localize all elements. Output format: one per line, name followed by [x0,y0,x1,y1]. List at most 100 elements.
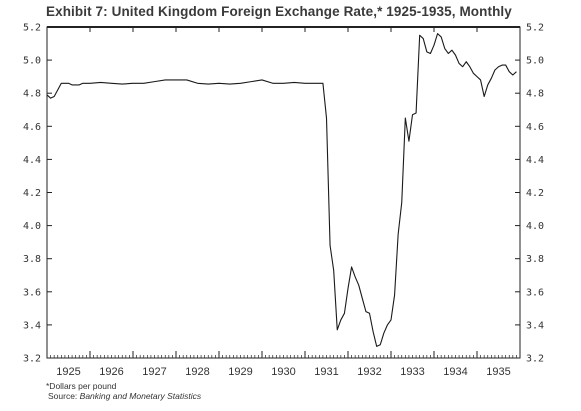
y-tick-label-right: 5.2 [526,23,544,34]
x-year-label: 1930 [271,366,295,378]
y-tick-label-left: 4.8 [23,89,41,100]
data-point [426,51,427,52]
x-year-label: 1929 [228,366,252,378]
x-year-label: 1932 [357,366,381,378]
data-point [71,84,72,85]
y-tick-label-right: 4.8 [526,89,544,100]
data-point [197,83,198,84]
data-point [229,83,230,84]
y-tick-label-left: 5.0 [23,56,41,67]
data-point [480,79,481,80]
plot-frame-rect [46,26,521,359]
x-year-label: 1934 [443,366,467,378]
data-point [89,83,90,84]
plot-frame [46,26,521,359]
data-point [54,96,55,97]
data-point [387,324,388,325]
series-line [46,33,517,347]
data-point [437,33,438,34]
series-line-group [46,33,517,347]
data-point [433,45,434,46]
data-point [473,73,474,74]
data-point [455,55,456,56]
y-tick-label-left: 4.4 [23,155,41,166]
data-point [491,78,492,79]
data-point [100,82,101,83]
x-axis-ticks: 1925 1926 1927 1928 1929 1930 1931 1932 1933 1934… [46,27,521,378]
x-year-label: 1927 [142,366,166,378]
data-point [218,83,219,84]
y-tick-label-right: 5.0 [526,56,544,67]
data-point [315,83,316,84]
data-point [61,83,62,84]
y-axis-ticks: 3.2 3.2 3.4 3.4 3.6 3.6 3.8 3.8 4.0 4.0 4.2 4.2 4.4 4… [23,23,544,365]
data-point [79,84,80,85]
data-point [344,313,345,314]
data-point [82,83,83,84]
y-tick-label-right: 4.6 [526,122,544,133]
y-tick-label-right: 3.4 [526,320,544,331]
data-point [304,83,305,84]
data-point [186,79,187,80]
data-point [326,117,327,118]
y-tick-label-right: 3.2 [526,354,544,365]
data-point [369,313,370,314]
source-prefix: Source: [48,391,80,401]
data-point [132,83,133,84]
data-point [337,329,338,330]
data-point [380,344,381,345]
data-point [329,245,330,246]
footnote: *Dollars per pound [46,381,117,391]
chart-title: Exhibit 7: United Kingdom Foreign Exchan… [46,4,512,19]
data-point [430,53,431,54]
data-point [322,83,323,84]
data-point [444,48,445,49]
data-point [86,83,87,84]
y-tick-label-right: 4.2 [526,188,544,199]
data-point [261,79,262,80]
x-year-label: 1933 [400,366,424,378]
data-point [512,74,513,75]
y-tick-label-left: 4.0 [23,221,41,232]
data-point [451,50,452,51]
data-point [372,331,373,332]
data-point [469,66,470,67]
data-point [340,319,341,320]
y-tick-label-left: 4.6 [23,122,41,133]
source-note: Source: Banking and Monetary Statistics [48,391,201,401]
data-point [251,81,252,82]
data-point [154,81,155,82]
data-point [294,82,295,83]
y-tick-label-right: 4.4 [526,155,544,166]
data-point [64,83,65,84]
data-point [466,61,467,62]
data-point [283,83,284,84]
data-point [46,94,47,95]
data-point [415,112,416,113]
data-point [476,76,477,77]
data-point [165,79,166,80]
y-tick-label-right: 3.8 [526,254,544,265]
y-tick-label-left: 3.6 [23,287,41,298]
data-point [365,311,366,312]
data-point [494,69,495,70]
x-year-label: 1931 [314,366,338,378]
data-point [398,233,399,234]
data-point [390,319,391,320]
source-name: Banking and Monetary Statistics [79,391,202,401]
data-point [351,266,352,267]
y-tick-label-left: 4.2 [23,188,41,199]
x-year-label: 1928 [185,366,209,378]
data-point [516,71,517,72]
data-point [333,270,334,271]
data-point [347,288,348,289]
y-tick-label-left: 3.8 [23,254,41,265]
y-tick-label-left: 5.2 [23,23,41,34]
data-point [122,83,123,84]
data-point [57,89,58,90]
y-tick-label-left: 3.2 [23,354,41,365]
data-point [498,66,499,67]
data-point [68,83,69,84]
data-point [484,96,485,97]
